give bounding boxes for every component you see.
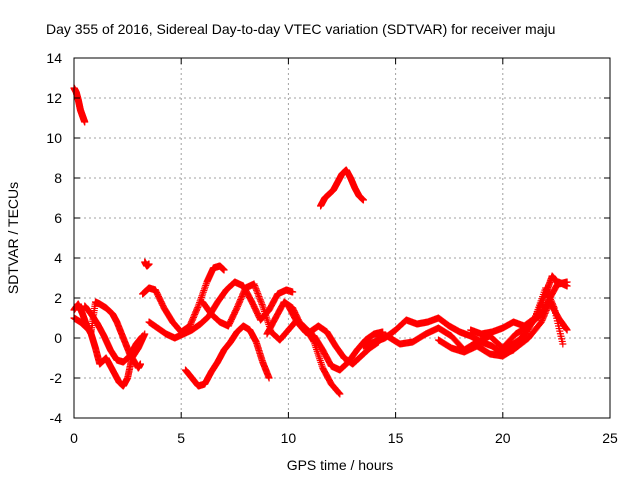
data-point <box>145 260 153 268</box>
series-arc-mid-high <box>317 166 367 210</box>
data-point <box>136 360 144 368</box>
data-point <box>533 309 541 317</box>
y-tick-label: 0 <box>54 330 62 346</box>
data-point <box>201 283 209 291</box>
data-point <box>197 293 205 301</box>
data-point <box>538 299 546 307</box>
data-point <box>536 302 544 310</box>
data-point <box>563 325 571 333</box>
series-arc-c <box>81 302 147 366</box>
data-point <box>359 196 367 204</box>
data-point <box>563 278 571 286</box>
data-point <box>256 296 264 304</box>
data-point <box>537 300 545 308</box>
y-tick-label: 6 <box>54 210 62 226</box>
data-point <box>536 304 544 312</box>
data-point <box>199 290 207 298</box>
data-point <box>539 295 547 303</box>
x-tick-label: 0 <box>70 430 78 446</box>
y-tick-label: 2 <box>54 290 62 306</box>
series-arc-n <box>499 272 571 354</box>
data-point <box>532 312 540 320</box>
data-point <box>539 297 547 305</box>
data-point <box>81 118 89 126</box>
data-point <box>194 302 202 310</box>
data-point <box>257 299 265 307</box>
y-axis-label: SDTVAR / TECUs <box>5 182 21 294</box>
x-tick-label: 15 <box>388 430 404 446</box>
data-point <box>559 340 567 348</box>
data-point <box>200 285 208 293</box>
data-point <box>253 288 261 296</box>
data-point <box>253 286 261 294</box>
x-tick-label: 5 <box>177 430 185 446</box>
data-point <box>251 283 259 291</box>
data-point <box>562 324 570 332</box>
data-point <box>194 303 202 311</box>
data-point <box>335 389 343 397</box>
series-arc-spike <box>141 258 153 270</box>
data-point <box>535 305 543 313</box>
data-point <box>202 281 210 289</box>
data-point <box>250 280 258 288</box>
y-tick-label: 8 <box>54 170 62 186</box>
data-point <box>256 294 264 302</box>
data-point <box>541 292 549 300</box>
data-point <box>198 292 206 300</box>
data-point <box>251 282 259 290</box>
data-point <box>550 303 558 311</box>
plot-frame <box>73 57 611 419</box>
data-point <box>335 389 343 397</box>
data-point <box>265 374 273 382</box>
y-tick-label: 10 <box>46 130 62 146</box>
x-tick-label: 25 <box>602 430 618 446</box>
data-point <box>254 291 262 299</box>
data-point <box>289 288 297 296</box>
chart-title: Day 355 of 2016, Sidereal Day-to-day VTE… <box>46 21 555 37</box>
data-point <box>254 289 262 297</box>
y-tick-label: 4 <box>54 250 62 266</box>
data-point <box>258 300 266 308</box>
data-point <box>530 315 538 323</box>
y-tick-label: 12 <box>46 90 62 106</box>
data-point <box>532 311 540 319</box>
data-point <box>563 326 571 334</box>
data-points <box>70 84 571 398</box>
data-point <box>200 287 208 295</box>
data-point <box>534 307 542 315</box>
data-point <box>255 293 263 301</box>
x-tick-label: 20 <box>495 430 511 446</box>
data-point <box>540 293 548 301</box>
data-point <box>139 332 147 340</box>
data-point <box>220 266 228 274</box>
axis-ticks: 0 5 10 15 20 25 -4 -2 0 2 4 6 8 10 12 14 <box>46 50 618 446</box>
data-point <box>336 390 344 398</box>
y-tick-label: -4 <box>50 410 63 426</box>
y-tick-label: 14 <box>46 50 62 66</box>
data-point <box>199 288 207 296</box>
series-arc-f <box>181 322 273 390</box>
data-point <box>257 297 265 305</box>
data-point <box>531 314 539 322</box>
x-axis-label: GPS time / hours <box>287 457 394 473</box>
y-tick-label: -2 <box>50 370 63 386</box>
data-point <box>252 285 260 293</box>
x-tick-label: 10 <box>281 430 297 446</box>
